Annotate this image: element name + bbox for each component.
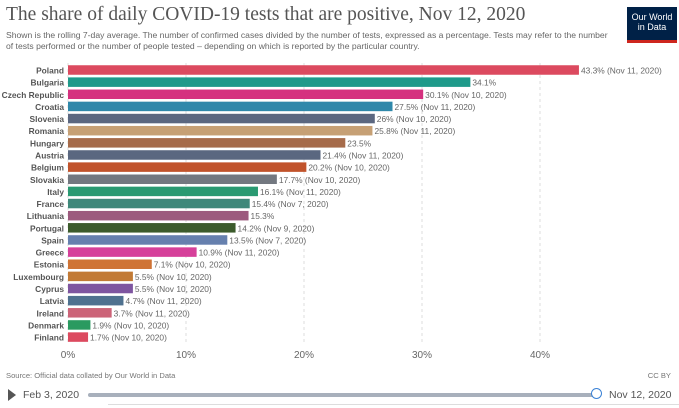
x-tick-label: 40%: [530, 350, 550, 361]
category-label: Luxembourg: [13, 272, 64, 282]
value-label: 4.7% (Nov 11, 2020): [125, 296, 201, 306]
value-label: 3.7% (Nov 11, 2020): [114, 308, 190, 318]
value-label: 5.5% (Nov 10, 2020): [135, 284, 212, 294]
category-label: Finland: [34, 333, 64, 343]
bar-croatia: [68, 101, 393, 112]
value-label: 27.5% (Nov 11, 2020): [395, 102, 476, 112]
value-label: 34.1%: [472, 78, 496, 88]
category-label: Spain: [41, 235, 64, 245]
value-label: 43.3% (Nov 11, 2020): [581, 66, 662, 76]
value-label: 1.9% (Nov 10, 2020): [92, 320, 169, 330]
value-label: 17.7% (Nov 10, 2020): [279, 175, 361, 185]
timeline-start-date: Feb 3, 2020: [23, 389, 80, 401]
bar-slovenia: [68, 113, 375, 124]
category-label: Bulgaria: [30, 78, 64, 88]
bar-bulgaria: [68, 77, 471, 87]
value-label: 15.3%: [251, 211, 275, 221]
category-label: Cyprus: [35, 284, 64, 294]
value-label: 25.8% (Nov 11, 2020): [374, 126, 455, 136]
bar-denmark: [68, 320, 91, 330]
chart-subtitle: Shown is the rolling 7-day average. The …: [6, 30, 608, 51]
timeline-handle[interactable]: [591, 388, 602, 399]
category-label: Hungary: [30, 138, 64, 148]
value-label: 5.5% (Nov 10, 2020): [135, 272, 212, 282]
value-label: 26% (Nov 10, 2020): [377, 114, 452, 124]
x-tick-label: 20%: [294, 350, 314, 361]
category-label: Slovenia: [30, 114, 65, 124]
x-tick-label: 0%: [61, 350, 76, 361]
bar-slovakia: [68, 174, 277, 185]
chart-title: The share of daily COVID-19 tests that a…: [6, 4, 526, 25]
value-label: 16.1% (Nov 11, 2020): [260, 187, 341, 197]
bar-austria: [68, 150, 321, 160]
category-label: Slovakia: [30, 175, 64, 185]
category-label: Greece: [36, 248, 65, 258]
timeline-end-date: Nov 12, 2020: [609, 389, 672, 401]
category-label: Portugal: [30, 223, 64, 233]
bar-france: [68, 198, 250, 209]
bar-czech-republic: [68, 89, 424, 100]
bar-italy: [68, 186, 258, 197]
bar-cyprus: [68, 283, 133, 294]
category-label: Romania: [29, 126, 65, 136]
category-label: France: [37, 199, 65, 209]
value-label: 13.5% (Nov 7, 2020): [229, 235, 306, 245]
value-label: 30.1% (Nov 10, 2020): [425, 90, 507, 100]
bar-ireland: [68, 308, 112, 318]
bar-latvia: [68, 295, 124, 306]
bar-greece: [68, 247, 197, 257]
value-label: 15.4% (Nov 7, 2020): [252, 199, 329, 209]
category-label: Croatia: [35, 102, 64, 112]
bar-luxembourg: [68, 271, 133, 282]
value-label: 1.7% (Nov 10, 2020): [90, 333, 167, 343]
tab-bar[interactable]: [108, 404, 679, 408]
bar-hungary: [68, 138, 346, 148]
bar-romania: [68, 125, 373, 136]
category-label: Belgium: [31, 163, 64, 173]
owid-logo[interactable]: Our World in Data: [627, 7, 677, 43]
category-label: Czech Republic: [2, 90, 65, 100]
x-tick-label: 10%: [176, 350, 196, 361]
category-label: Latvia: [40, 296, 65, 306]
bar-estonia: [68, 259, 152, 269]
x-tick-label: 30%: [412, 350, 432, 361]
value-label: 10.9% (Nov 11, 2020): [199, 248, 280, 258]
license-link[interactable]: CC BY: [647, 371, 671, 380]
category-label: Lithuania: [27, 211, 65, 221]
value-label: 7.1% (Nov 10, 2020): [154, 260, 231, 270]
category-label: Italy: [47, 187, 64, 197]
value-label: 20.2% (Nov 10, 2020): [308, 163, 390, 173]
bar-spain: [68, 235, 228, 245]
value-label: 23.5%: [347, 138, 371, 148]
category-label: Austria: [35, 150, 64, 160]
bar-lithuania: [68, 210, 249, 221]
bar-chart: 0% 10% 20% 30% 40% Poland 43.3% (Nov 11, 2020)…: [2, 63, 662, 361]
category-label: Denmark: [28, 320, 64, 330]
category-label: Estonia: [34, 260, 65, 270]
value-label: 14.2% (Nov 9, 2020): [238, 223, 315, 233]
source-note[interactable]: Source: Official data collated by Our Wo…: [6, 371, 176, 380]
bar-portugal: [68, 223, 236, 233]
bar-finland: [68, 332, 89, 342]
bar-poland: [68, 65, 579, 75]
value-label: 21.4% (Nov 11, 2020): [323, 150, 404, 160]
category-label: Ireland: [37, 308, 64, 318]
timeline-slider[interactable]: [88, 393, 596, 397]
play-icon[interactable]: [8, 389, 16, 401]
category-label: Poland: [36, 66, 64, 76]
bar-belgium: [68, 162, 307, 172]
